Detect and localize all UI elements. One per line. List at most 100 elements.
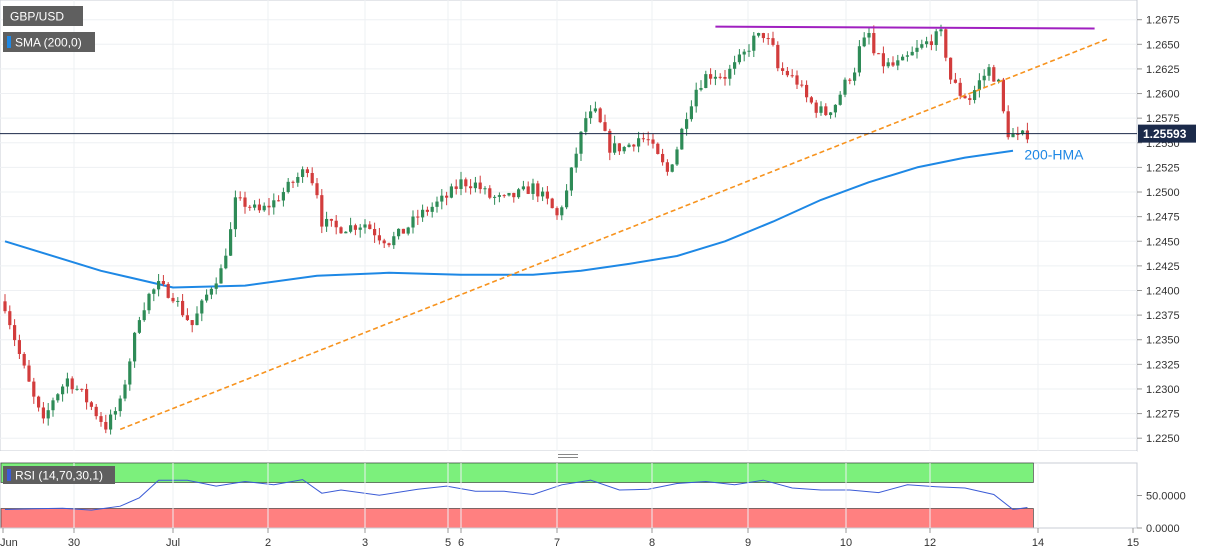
sma-indicator-label[interactable]: SMA (200,0) <box>3 32 95 52</box>
current-price-text: 1.25593 <box>1143 127 1187 141</box>
candle <box>176 297 180 307</box>
candle <box>421 204 425 222</box>
candle <box>867 27 871 45</box>
candle <box>253 200 257 211</box>
time-tick-label: Jun <box>0 537 18 549</box>
candle <box>296 172 300 187</box>
candle <box>565 184 569 210</box>
time-tick-label: 9 <box>745 537 751 549</box>
candle <box>733 55 737 75</box>
candle <box>219 264 223 284</box>
price-tick-label: 1.2675 <box>1146 15 1180 27</box>
candle <box>723 70 727 86</box>
candle <box>925 36 929 48</box>
pane-splitter-handle[interactable] <box>0 451 1137 463</box>
candle <box>747 44 751 57</box>
candle <box>891 56 895 68</box>
candle <box>133 331 137 368</box>
candle <box>85 383 89 410</box>
candle <box>781 62 785 76</box>
price-tick-label: 1.2525 <box>1146 162 1180 174</box>
price-tick-label: 1.2425 <box>1146 261 1180 273</box>
candle <box>603 114 607 132</box>
candle <box>27 360 31 383</box>
candle <box>454 179 458 195</box>
price-tick-label: 1.2250 <box>1146 433 1180 445</box>
candle <box>752 31 756 58</box>
candle <box>622 145 626 154</box>
candle <box>507 192 511 197</box>
rsi-line-path <box>4 479 1028 511</box>
candle <box>32 377 36 404</box>
candle <box>473 176 477 193</box>
candle <box>310 167 314 186</box>
candle <box>905 51 909 62</box>
candle <box>800 80 804 88</box>
sma-indicator-text: SMA (200,0) <box>15 36 82 50</box>
candle <box>637 131 641 153</box>
candle <box>281 187 285 207</box>
candle <box>147 292 151 314</box>
candle <box>877 52 881 55</box>
candle <box>973 85 977 104</box>
candle <box>574 147 578 173</box>
candle <box>238 191 242 201</box>
price-tick-label: 1.2575 <box>1146 113 1180 125</box>
candle <box>862 32 866 48</box>
ascending-trendline <box>119 37 1110 431</box>
candle <box>512 192 516 203</box>
candle <box>795 70 799 89</box>
candle <box>757 32 761 38</box>
price-tick-label: 1.2500 <box>1146 187 1180 199</box>
price-tick-label: 1.2375 <box>1146 310 1180 322</box>
candle <box>200 299 204 322</box>
time-tick-label: 30 <box>68 537 80 549</box>
candle <box>1021 129 1025 136</box>
candle <box>152 288 156 302</box>
candle <box>445 191 449 206</box>
rsi-tick-label: 0.0000 <box>1146 523 1180 535</box>
time-tick-label: Jul <box>166 537 180 549</box>
candle <box>857 40 861 77</box>
candle <box>675 146 679 167</box>
candle <box>833 104 837 118</box>
candle <box>248 204 252 211</box>
candle <box>157 274 161 297</box>
candle <box>339 226 343 234</box>
candle <box>325 211 329 232</box>
candle <box>579 130 583 161</box>
candle <box>128 358 132 391</box>
candle <box>886 58 890 69</box>
candle <box>819 101 823 116</box>
candle <box>737 49 741 65</box>
candle <box>569 167 573 196</box>
candle <box>329 218 333 227</box>
candle <box>843 77 847 98</box>
candle <box>440 189 444 210</box>
candle <box>363 219 367 234</box>
price-tick-label: 1.2450 <box>1146 236 1180 248</box>
time-tick-label: 12 <box>924 537 936 549</box>
rsi-indicator-label[interactable]: RSI (14,70,30,1) <box>3 466 115 484</box>
candle <box>766 33 770 45</box>
candle <box>166 282 170 299</box>
candle <box>209 287 213 300</box>
candle <box>56 393 60 403</box>
candle <box>805 80 809 103</box>
candle <box>853 67 857 86</box>
candle <box>430 202 434 218</box>
candle <box>277 195 281 202</box>
candle <box>651 133 655 149</box>
candle <box>483 186 487 195</box>
symbol-label[interactable]: GBP/USD <box>3 6 83 26</box>
chart-overlays: 200-HMA <box>0 25 1137 431</box>
candle <box>728 64 732 86</box>
price-tick-label: 1.2625 <box>1146 64 1180 76</box>
candle <box>613 135 617 155</box>
candle <box>910 46 914 56</box>
candle <box>665 159 669 176</box>
price-tick-label: 1.2350 <box>1146 335 1180 347</box>
candle <box>118 395 122 417</box>
price-plot-area[interactable] <box>0 0 1138 452</box>
